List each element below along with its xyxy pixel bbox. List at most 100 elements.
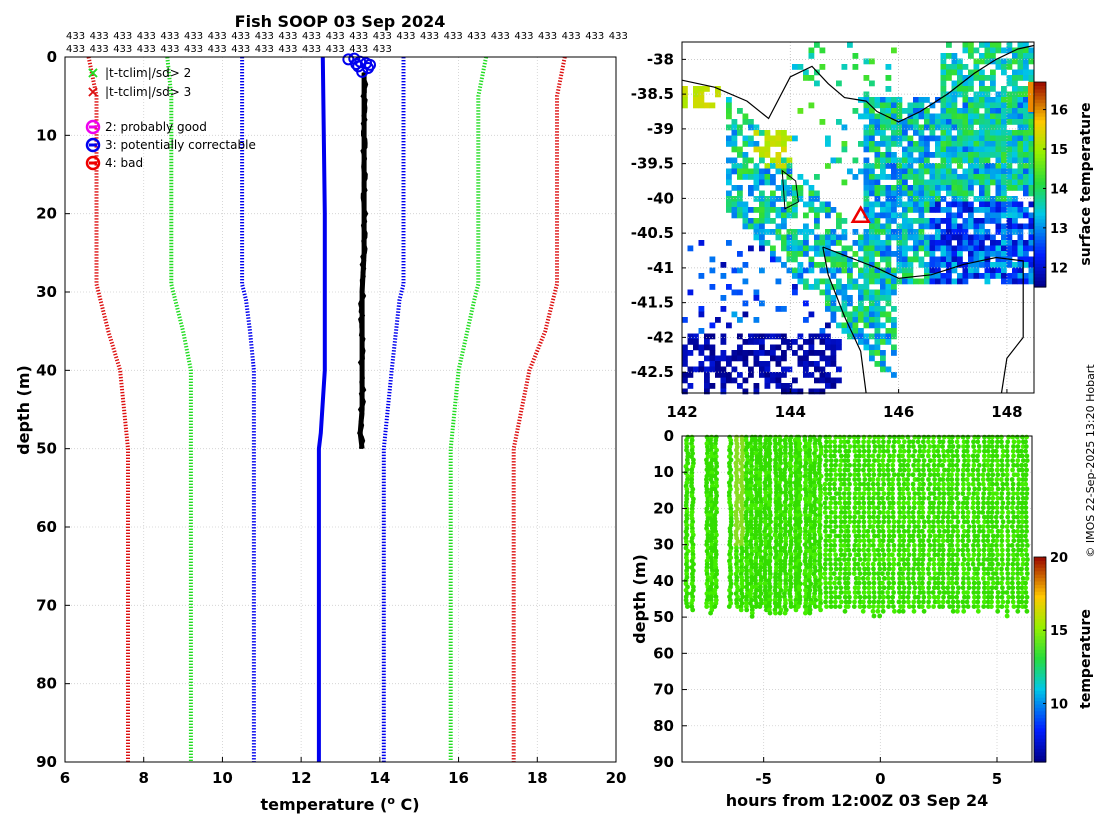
map-cell [830,350,837,356]
map-cell [951,80,958,87]
colorbar-segment [1034,222,1046,227]
section-point [890,594,896,600]
colorbar-segment [1034,621,1046,626]
section-point [896,472,901,478]
map-cell [775,152,782,158]
section-point [1015,505,1020,511]
section-point [982,585,987,591]
map-cell [984,278,991,285]
section-point [921,594,927,600]
map-cell [990,42,996,48]
map-cell [759,152,765,158]
colorbar-segment [1034,211,1046,216]
map-cell [1017,141,1024,147]
map-cell [918,218,925,224]
map-cell [946,185,952,191]
map-cell [830,344,837,351]
map-cell [885,196,892,202]
map-cell [726,113,732,120]
section-point [1019,467,1025,473]
map-cell [990,102,996,109]
section-point [876,599,881,605]
map-cell [819,377,826,384]
section-point [880,599,886,605]
map-x-tick-label: 144 [775,403,806,421]
map-cell [891,163,897,169]
section-point [910,439,916,445]
section-point [989,528,995,534]
section-point [842,543,847,548]
colorbar-segment [1034,256,1046,261]
section-point [824,467,829,473]
map-cell [1001,47,1007,54]
map-cell [808,75,815,81]
map-cell [792,256,798,263]
map-cell [1028,130,1035,136]
colorbar-segment [1034,153,1046,158]
map-cell [759,174,765,180]
map-cell [885,212,892,219]
section-point [1005,557,1011,562]
section-point [950,599,956,605]
y-tick-label: 60 [36,518,57,536]
section-point [921,444,927,449]
colorbar-segment [1034,611,1046,616]
section-point [965,533,971,539]
section-point [906,599,911,605]
map-cell [946,201,952,208]
map-cell [1012,58,1018,65]
section-point [961,528,967,534]
map-cell [885,333,892,340]
section-point [911,566,916,572]
section-point [1004,613,1010,619]
map-cell [781,135,787,142]
section-point [857,495,862,501]
map-cell [726,102,732,109]
legend-label: 4: bad [105,156,143,170]
map-cell [869,212,875,219]
map-cell [918,212,925,219]
map-cell [918,223,925,230]
section-point [966,491,972,496]
map-cell [731,267,738,274]
map-cell [852,64,859,70]
section-point [920,505,925,511]
section-point [856,547,862,553]
section-point [911,580,917,586]
map-cell [814,80,820,87]
chart-title: Fish SOOP 03 Sep 2024 [235,12,446,31]
map-cell [731,135,738,142]
map-cell [891,185,897,191]
map-cell [885,152,892,158]
section-point [982,444,988,449]
section-point [906,590,912,595]
section-point [871,505,877,511]
section-point [1015,528,1021,534]
section-point [1004,566,1010,572]
map-cell [869,300,875,307]
section-point [1005,439,1011,445]
section-point [852,458,858,463]
map-cell [1023,47,1029,54]
map-cell [819,240,826,246]
section-point [832,580,837,586]
section-point [1010,585,1016,591]
section-point [890,505,895,511]
map-cell [836,157,842,164]
section-point [886,561,892,567]
map-cell [962,141,969,147]
map-cell [737,267,743,274]
map-cell [929,190,936,197]
section-point [901,510,906,515]
section-point [837,467,843,473]
map-cell [852,157,859,164]
section-point [1004,608,1010,614]
map-cell [737,190,743,197]
section-point [936,495,942,501]
map-cell [759,267,765,274]
section-point [862,552,868,558]
map-cell [924,262,930,268]
section-point [757,470,763,476]
map-cell [984,91,991,98]
map-cell [874,102,881,109]
